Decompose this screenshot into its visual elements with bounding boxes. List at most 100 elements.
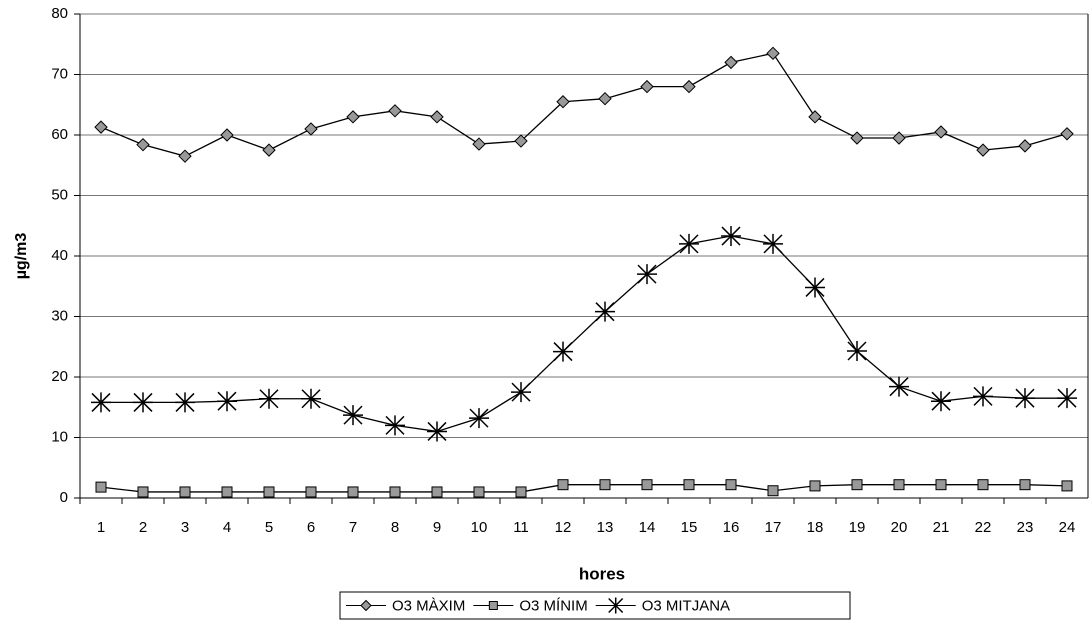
marker: [262, 143, 276, 157]
legend-label: O3 MITJANA: [642, 597, 730, 614]
marker: [641, 479, 653, 491]
marker: [385, 415, 405, 436]
marker: [175, 392, 195, 413]
x-tick-label: 23: [1017, 519, 1034, 536]
y-tick-label: 70: [51, 65, 68, 82]
marker: [973, 386, 993, 407]
y-tick-label: 0: [60, 489, 68, 506]
legend-box: [339, 591, 851, 620]
y-tick-label: 80: [51, 5, 68, 22]
marker: [221, 486, 233, 498]
marker: [767, 485, 779, 497]
marker: [1018, 139, 1032, 153]
marker: [427, 421, 447, 442]
marker: [599, 479, 611, 491]
marker: [763, 233, 783, 254]
x-tick-label: 3: [181, 519, 189, 536]
x-tick-label: 8: [391, 519, 399, 536]
marker: [94, 120, 108, 134]
marker: [679, 233, 699, 254]
marker: [892, 131, 906, 145]
marker: [724, 55, 738, 70]
y-axis-label: µg/m3: [13, 233, 30, 280]
marker: [847, 340, 867, 361]
x-tick-label: 21: [933, 519, 950, 536]
marker: [473, 486, 485, 498]
marker: [515, 486, 527, 498]
series-line: [100, 52, 1068, 157]
marker: [133, 392, 153, 413]
marker: [217, 391, 237, 412]
marker: [557, 479, 569, 491]
marker: [721, 226, 741, 247]
marker: [91, 392, 111, 413]
marker: [343, 405, 363, 426]
marker: [809, 480, 821, 492]
marker: [472, 137, 486, 151]
marker: [305, 486, 317, 498]
marker: [1061, 480, 1073, 492]
marker: [1060, 127, 1074, 141]
x-tick-label: 13: [597, 519, 614, 536]
legend-marker: [488, 601, 498, 610]
y-tick-label: 50: [51, 186, 68, 203]
x-tick-label: 16: [723, 519, 740, 536]
marker: [598, 91, 612, 106]
marker: [301, 388, 321, 409]
x-tick-label: 18: [807, 519, 824, 536]
legend-marker: [608, 597, 624, 614]
x-tick-label: 7: [349, 519, 357, 536]
marker: [136, 137, 150, 152]
marker: [851, 479, 863, 491]
marker: [553, 341, 573, 362]
x-tick-label: 24: [1059, 519, 1076, 536]
y-tick-label: 60: [51, 126, 68, 143]
marker: [430, 110, 444, 124]
x-tick-label: 22: [975, 519, 992, 536]
x-tick-label: 20: [891, 519, 908, 536]
marker: [514, 134, 528, 148]
marker: [808, 110, 822, 124]
marker: [346, 110, 360, 124]
x-tick-label: 17: [765, 519, 782, 536]
x-tick-label: 11: [513, 519, 529, 536]
legend-marker: [360, 599, 372, 612]
marker: [637, 264, 657, 285]
y-tick-label: 10: [51, 428, 68, 445]
marker: [889, 376, 909, 397]
marker: [935, 479, 947, 491]
marker: [766, 46, 780, 61]
marker: [179, 486, 191, 498]
marker: [976, 143, 990, 157]
x-tick-label: 2: [139, 519, 147, 536]
x-tick-label: 10: [471, 519, 488, 536]
marker: [1015, 388, 1035, 409]
marker: [137, 486, 149, 498]
marker: [259, 388, 279, 409]
x-tick-label: 4: [223, 519, 231, 536]
y-tick-label: 20: [51, 368, 68, 385]
marker: [682, 79, 696, 94]
marker: [95, 481, 107, 493]
x-tick-label: 15: [681, 519, 698, 536]
marker: [595, 301, 615, 322]
x-axis-label: hores: [579, 564, 625, 583]
x-tick-label: 5: [265, 519, 273, 536]
marker: [347, 486, 359, 498]
marker: [931, 391, 951, 412]
marker: [1019, 479, 1031, 491]
marker: [977, 479, 989, 491]
y-tick-label: 40: [51, 247, 68, 264]
series-line: [101, 235, 1067, 433]
x-tick-label: 14: [639, 519, 656, 536]
legend-label: O3 MÍNIM: [519, 597, 587, 614]
marker: [934, 125, 948, 139]
marker: [389, 486, 401, 498]
marker: [220, 128, 234, 142]
marker: [178, 149, 192, 163]
marker: [511, 382, 531, 403]
x-tick-label: 1: [97, 519, 105, 536]
x-tick-label: 19: [849, 519, 866, 536]
marker: [263, 486, 275, 498]
marker: [805, 277, 825, 298]
